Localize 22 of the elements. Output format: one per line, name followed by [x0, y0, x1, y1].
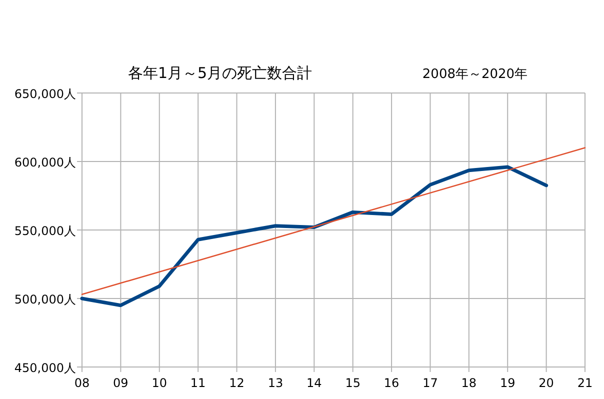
y-tick-label: 450,000人 [14, 361, 76, 375]
x-tick-label: 18 [461, 376, 477, 390]
x-tick-label: 10 [152, 376, 168, 390]
y-tick-label: 500,000人 [14, 292, 76, 306]
x-tick-label: 16 [384, 376, 400, 390]
chart-title: 各年1月～5月の死亡数合計 [128, 64, 312, 82]
x-tick-label: 08 [74, 376, 90, 390]
x-tick-label: 19 [500, 376, 516, 390]
x-tick-label: 20 [538, 376, 554, 390]
x-tick-label: 15 [345, 376, 360, 390]
x-tick-label: 12 [229, 376, 244, 390]
y-tick-label: 550,000人 [14, 224, 76, 238]
chart-subtitle: 2008年～2020年 [422, 67, 528, 82]
y-tick-label: 650,000人 [14, 87, 76, 101]
line-series [80, 165, 548, 308]
x-tick-label: 13 [268, 376, 284, 390]
x-tick-label: 11 [190, 376, 206, 390]
x-tick-label: 14 [306, 376, 322, 390]
x-tick-label: 17 [422, 376, 438, 390]
y-tick-label: 600,000人 [14, 156, 76, 170]
x-tick-label: 21 [577, 376, 593, 390]
x-tick-label: 09 [113, 376, 128, 390]
